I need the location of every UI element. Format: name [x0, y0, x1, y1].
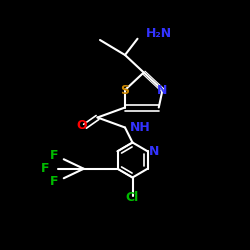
Text: N: N: [149, 145, 159, 158]
Text: S: S: [120, 84, 130, 96]
Text: F: F: [50, 175, 58, 188]
Text: O: O: [76, 119, 86, 132]
Text: F: F: [41, 162, 49, 175]
Text: N: N: [157, 84, 168, 96]
Text: NH: NH: [130, 121, 151, 134]
Text: F: F: [50, 149, 58, 162]
Text: Cl: Cl: [126, 191, 139, 204]
Text: H₂N: H₂N: [146, 27, 172, 40]
